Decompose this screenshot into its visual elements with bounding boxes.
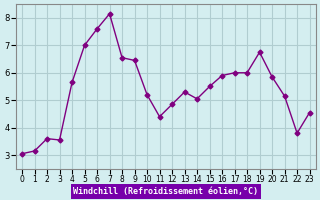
X-axis label: Windchill (Refroidissement éolien,°C): Windchill (Refroidissement éolien,°C) bbox=[73, 187, 258, 196]
